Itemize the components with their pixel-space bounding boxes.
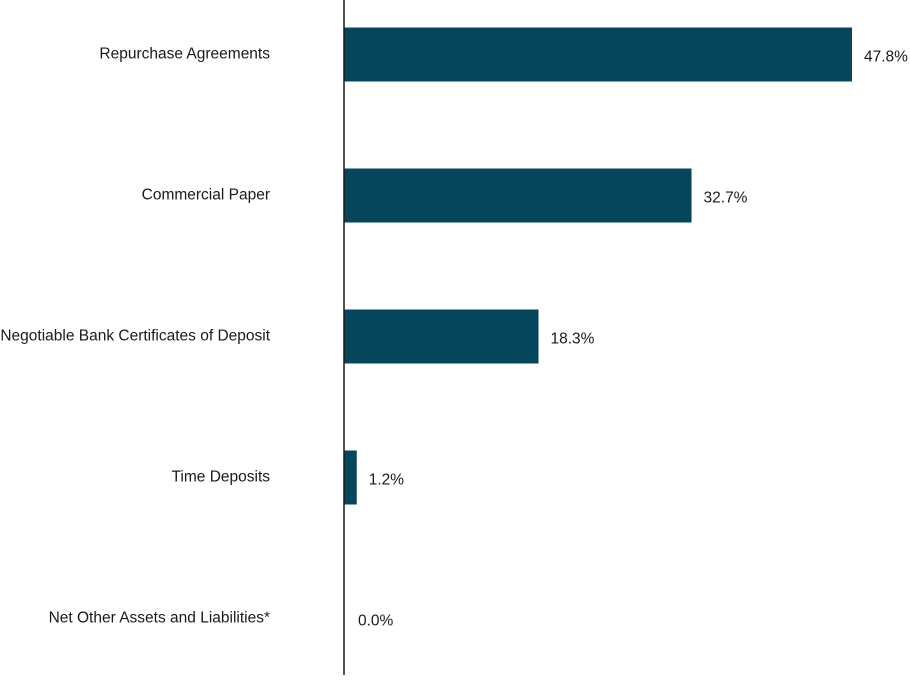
data-label-2: 18.3% [550,331,594,348]
category-labels-layer: Repurchase Agreements Commercial Paper Neg… [0,46,270,627]
category-label-3: Time Deposits [172,469,271,486]
data-labels-layer: 47.8% 32.7% 18.3% 1.2% 0.0% [358,49,908,630]
bar-1 [344,168,692,223]
category-label-2: Negotiable Bank Certificates of Deposit [0,328,270,345]
data-label-4: 0.0% [358,613,394,630]
bar-0 [344,27,852,82]
category-label-4: Net Other Assets and Liabilities* [49,610,270,627]
data-label-0: 47.8% [864,49,908,66]
data-label-3: 1.2% [369,472,405,489]
data-label-1: 32.7% [704,190,748,207]
bar-2 [344,309,539,364]
bars-layer [344,27,852,505]
category-label-1: Commercial Paper [142,187,270,204]
category-label-0: Repurchase Agreements [99,46,270,63]
bar-3 [344,450,357,505]
